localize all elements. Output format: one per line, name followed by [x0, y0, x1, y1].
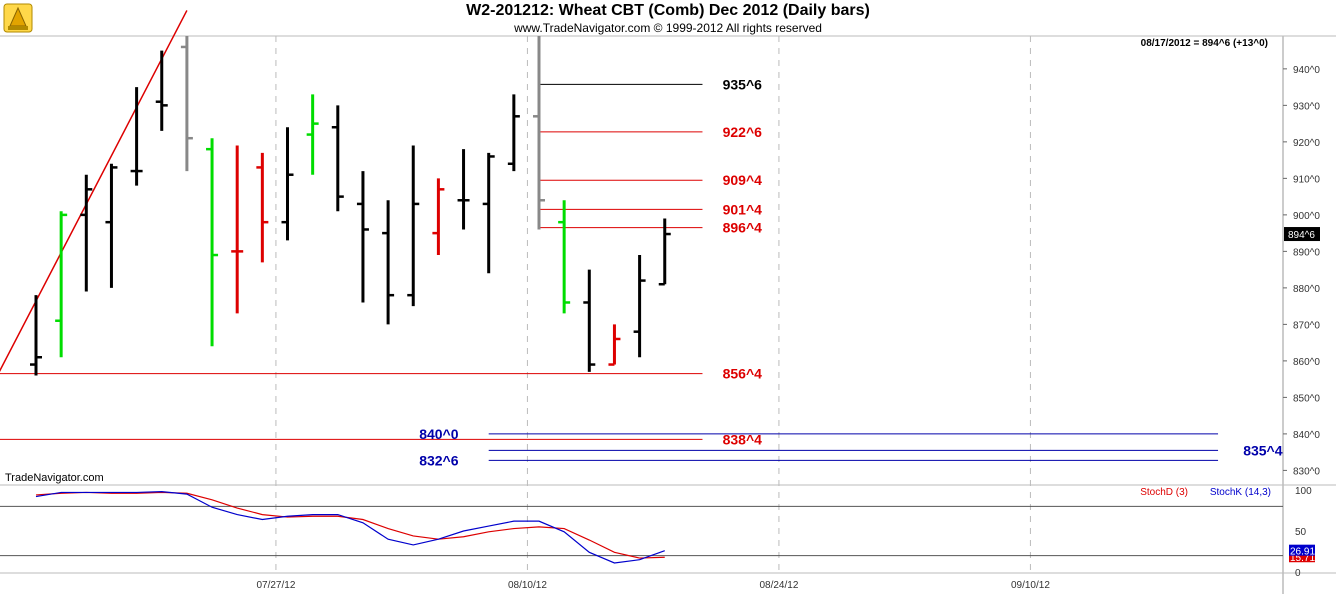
ohlc-bar [30, 295, 42, 376]
date-tick-label: 09/10/12 [1011, 580, 1050, 591]
stoch-series-line [35, 491, 665, 559]
date-tick-label: 08/24/12 [759, 580, 798, 591]
ohlc-bar [407, 145, 420, 307]
legend-stoch-d: StochD (3) [1140, 487, 1188, 498]
copyright-text: www.TradeNavigator.com © 1999-2012 All r… [514, 21, 822, 35]
price-tick-label: 880^0 [1293, 284, 1320, 295]
price-tick-label: 840^0 [1293, 430, 1320, 441]
last-price-marker [1284, 227, 1320, 242]
stoch-tick-label: 50 [1295, 527, 1307, 538]
stoch-tick-label: 0 [1295, 568, 1301, 579]
level-label: 901^4 [723, 201, 763, 217]
ohlc-bar [583, 269, 596, 372]
stoch-last-marker [1289, 544, 1315, 556]
level-label: 838^4 [723, 431, 763, 447]
ohlc-bar [533, 36, 545, 230]
chart-frame [0, 35, 1336, 594]
stoch-last-label: 26.91 [1290, 547, 1315, 558]
level-label: 935^6 [723, 76, 763, 92]
date-tick-label: 08/10/12 [508, 580, 547, 591]
ohlc-bar [331, 105, 344, 212]
price-tick-label: 860^0 [1293, 357, 1320, 368]
last-quote-label: 08/17/2012 = 894^6 (+13^0) [1141, 38, 1268, 49]
ohlc-bar [356, 171, 369, 303]
level-label: 840^0 [419, 426, 459, 442]
ohlc-bar [55, 211, 68, 358]
price-tick-label: 930^0 [1293, 101, 1320, 112]
last-price-marker-label: 894^6 [1288, 230, 1315, 241]
ohlc-bar [658, 218, 671, 286]
level-label: 856^4 [723, 366, 763, 382]
price-axis[interactable]: 830^0 840^0 850^0 860^0 870^0 880^0 890^0 900^0… [1283, 65, 1320, 478]
ohlc-bar [507, 94, 520, 172]
ohlc-bar [608, 324, 621, 366]
stoch-last-label: 15.71 [1290, 553, 1315, 564]
grid-lines [275, 36, 1031, 573]
chart-title: W2-201212: Wheat CBT (Comb) Dec 2012 (Da… [466, 2, 870, 19]
stoch-tick-label: 100 [1295, 486, 1312, 497]
ohlc-bar [558, 200, 571, 314]
price-tick-label: 850^0 [1293, 393, 1320, 404]
price-tick-label: 890^0 [1293, 247, 1320, 258]
ohlc-bar [130, 87, 143, 186]
trend-line [0, 10, 188, 372]
ohlc-bar [80, 174, 93, 292]
ohlc-bar [206, 138, 219, 347]
ohlc-bar [105, 163, 118, 288]
legend-stoch-k: StochK (14,3) [1210, 487, 1271, 498]
level-label: 835^4 [1243, 442, 1283, 458]
ohlc-bar [482, 152, 495, 274]
ohlc-bar [155, 50, 168, 131]
date-axis[interactable]: 07/27/12 08/10/12 08/24/12 09/10/12 [256, 580, 1050, 591]
stoch-series-line [35, 491, 665, 564]
trendline [0, 10, 188, 372]
title-bar: W2-201212: Wheat CBT (Comb) Dec 2012 (Da… [0, 0, 1336, 36]
ohlc-bar [457, 149, 470, 230]
price-tick-label: 940^0 [1293, 65, 1320, 76]
ohlc-bar [180, 36, 193, 172]
price-tick-label: 870^0 [1293, 320, 1320, 331]
watermark-text: TradeNavigator.com [5, 472, 104, 484]
ohlc-bar [281, 127, 294, 241]
level-label: 832^6 [419, 452, 459, 468]
ohlc-bar [306, 94, 319, 175]
stoch-last-marker [1289, 551, 1315, 563]
date-tick-label: 07/27/12 [256, 580, 295, 591]
price-tick-label: 910^0 [1293, 174, 1320, 185]
level-label: 922^6 [723, 124, 763, 140]
ohlc-bar [382, 200, 395, 325]
ohlc-bar [432, 178, 445, 256]
ohlc-bar [256, 152, 269, 263]
price-levels: 935^6 922^6 909^4 901^4 896^4 856^4 838^4 840^0… [0, 76, 1283, 468]
trade-navigator-logo-icon [3, 3, 33, 33]
price-bars [30, 36, 671, 376]
price-tick-label: 920^0 [1293, 138, 1320, 149]
price-tick-label: 830^0 [1293, 466, 1320, 477]
ohlc-bar [633, 255, 646, 358]
level-label: 909^4 [723, 172, 763, 188]
ohlc-bar [231, 145, 244, 314]
price-tick-label: 900^0 [1293, 211, 1320, 222]
level-label: 896^4 [723, 220, 763, 236]
